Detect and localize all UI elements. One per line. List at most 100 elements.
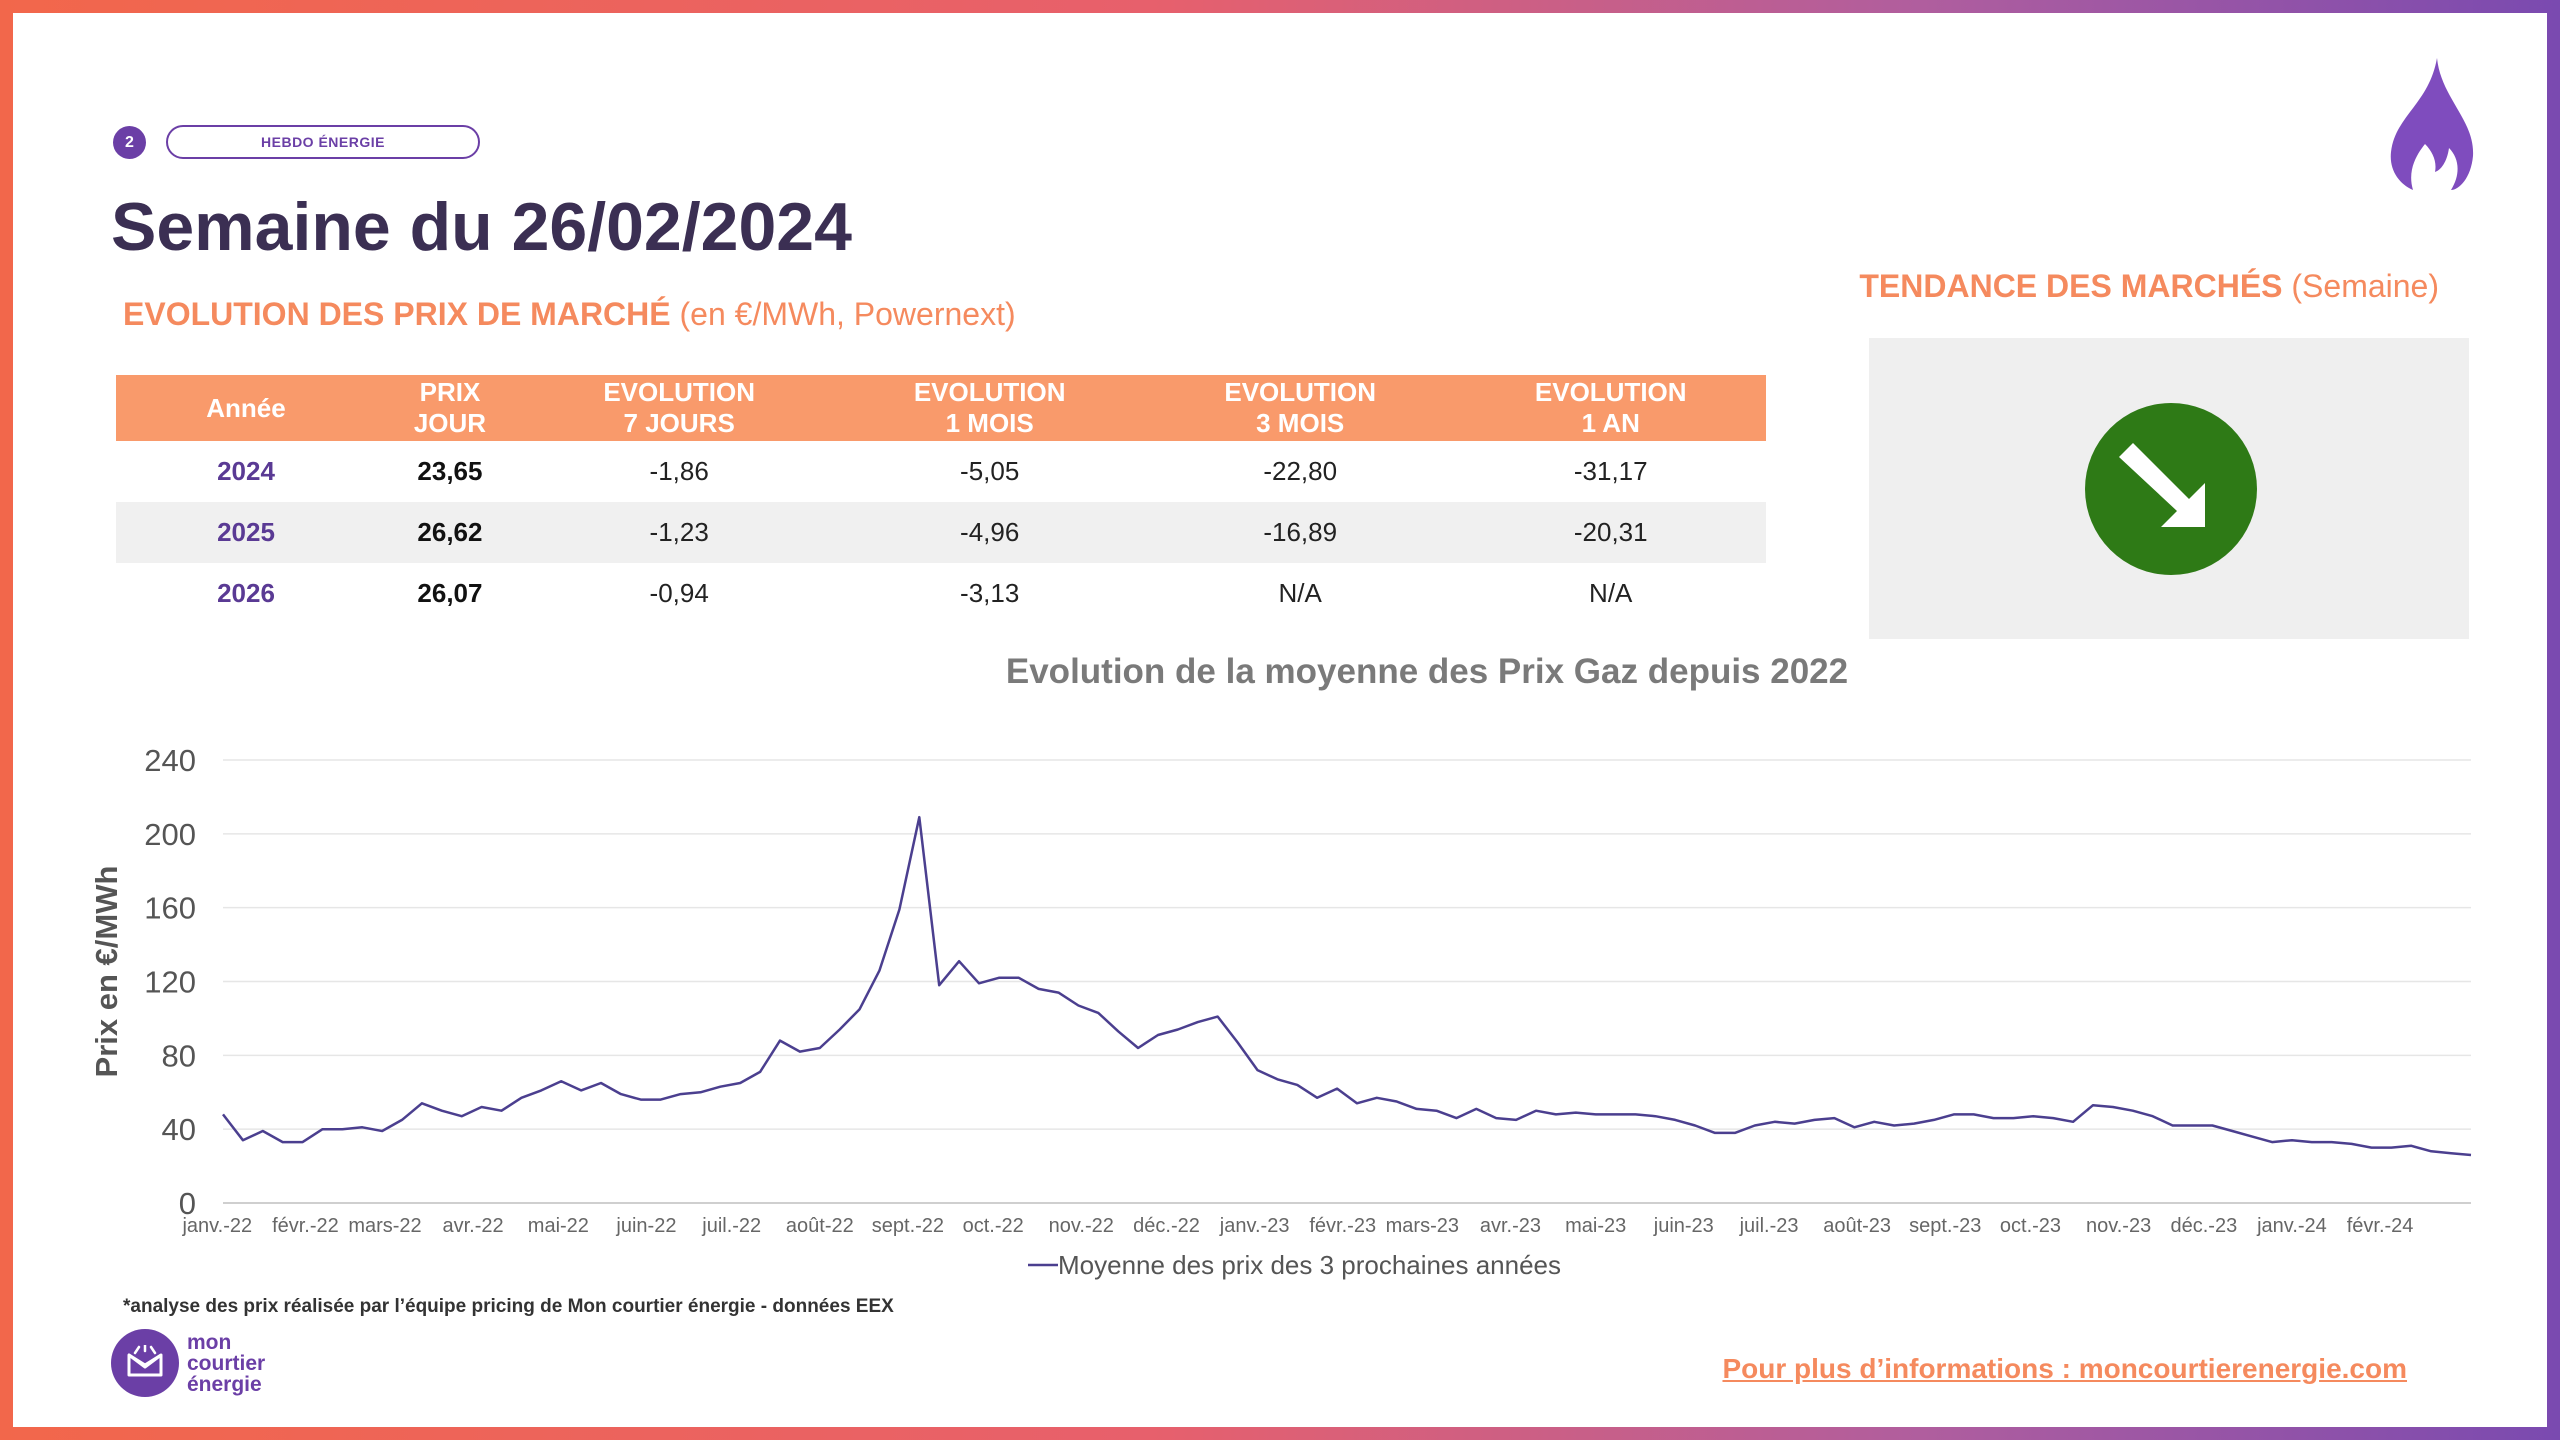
table-row: 2024 23,65 -1,86 -5,05 -22,80 -31,17 xyxy=(116,441,1766,502)
table-header-cell: EVOLUTION 1 AN xyxy=(1455,375,1766,441)
table-header-line: JOUR xyxy=(413,408,487,438)
evolution-cell: -4,96 xyxy=(834,502,1145,563)
x-tick-label: févr.-24 xyxy=(2347,1215,2414,1237)
trend-title-bold: TENDANCE DES MARCHÉS xyxy=(1859,268,2283,304)
table-row: 2026 26,07 -0,94 -3,13 N/A N/A xyxy=(116,563,1766,624)
table-header-row: Année PRIX JOUR EVOLUTION 7 JOURS EVOLUTION 1 … xyxy=(116,375,1766,441)
x-tick-label: mars-22 xyxy=(348,1215,421,1237)
logo-line: courtier xyxy=(187,1351,266,1375)
table-header-cell: EVOLUTION 7 JOURS xyxy=(523,375,835,441)
table-header-line: PRIX xyxy=(419,377,481,407)
evolution-cell: N/A xyxy=(1278,578,1322,608)
y-axis-label: Prix en €/MWh xyxy=(89,866,124,1078)
legend-label: Moyenne des prix des 3 prochaines années xyxy=(1058,1250,1561,1280)
table-header-cell: Année xyxy=(116,375,376,441)
table-header-line: EVOLUTION xyxy=(603,377,755,407)
trend-panel xyxy=(1869,338,2469,639)
page-number-badge: 2 xyxy=(113,126,146,159)
x-tick-label: juin-22 xyxy=(615,1215,676,1237)
series-line xyxy=(222,815,2472,1157)
table-header-line: Année xyxy=(206,392,286,423)
price-table: Année PRIX JOUR EVOLUTION 7 JOURS EVOLUTION 1 … xyxy=(116,375,1766,624)
logo-mark-icon xyxy=(111,1329,179,1397)
evolution-cell: -3,13 xyxy=(960,578,1020,608)
slide: 2 HEBDO ÉNERGIE Semaine du 26/02/2024 EV… xyxy=(13,13,2547,1427)
footnote: *analyse des prix réalisée par l’équipe … xyxy=(123,1296,894,1317)
y-tick-label: 120 xyxy=(144,965,196,1000)
evolution-cell: -1,23 xyxy=(523,502,835,563)
year-cell: 2024 xyxy=(217,456,275,486)
y-tick-label: 240 xyxy=(144,743,196,778)
x-tick-label: mai-22 xyxy=(528,1215,589,1237)
x-tick-label: déc.-23 xyxy=(2170,1215,2237,1237)
evolution-cell: -1,86 xyxy=(649,456,709,486)
x-tick-label: sept.-23 xyxy=(1909,1215,1981,1237)
x-tick-label: févr.-22 xyxy=(272,1215,339,1237)
table-header-line: EVOLUTION xyxy=(1534,377,1687,407)
x-tick-label: avr.-23 xyxy=(1480,1215,1541,1237)
x-tick-label: déc.-22 xyxy=(1133,1215,1200,1237)
table-row: 2025 26,62 -1,23 -4,96 -16,89 -20,31 xyxy=(116,502,1766,563)
page-title: Semaine du 26/02/2024 xyxy=(111,189,852,265)
x-tick-label: janv.-23 xyxy=(1219,1215,1290,1237)
x-tick-label: nov.-22 xyxy=(1049,1215,1114,1237)
table-header-line: 1 MOIS xyxy=(945,408,1034,438)
x-tick-label: août-22 xyxy=(786,1215,854,1237)
trend-title-period: (Semaine) xyxy=(2282,268,2439,304)
year-cell: 2026 xyxy=(217,578,275,608)
y-tick-label: 40 xyxy=(162,1112,196,1147)
x-tick-label: mai-23 xyxy=(1565,1215,1626,1237)
x-tick-label: oct.-23 xyxy=(2000,1215,2061,1237)
evolution-cell: -31,17 xyxy=(1573,456,1648,486)
price-cell: 23,65 xyxy=(417,456,483,486)
market-section-title-bold: EVOLUTION DES PRIX DE MARCHÉ xyxy=(123,296,671,332)
evolution-cell: -16,89 xyxy=(1144,502,1456,563)
price-line-chart: Evolution de la moyenne des Prix Gaz dep… xyxy=(89,653,2472,1280)
table-header-line: 1 AN xyxy=(1581,408,1640,438)
evolution-cell: -0,94 xyxy=(649,578,709,608)
x-tick-label: mars-23 xyxy=(1386,1215,1459,1237)
table-body: 2024 23,65 -1,86 -5,05 -22,80 -31,17 2025 26,62… xyxy=(116,441,1766,624)
x-tick-label: oct.-22 xyxy=(963,1215,1024,1237)
category-tag: HEBDO ÉNERGIE xyxy=(166,125,480,159)
y-tick-label: 0 xyxy=(179,1186,196,1221)
logo-line: mon xyxy=(187,1330,232,1354)
table-header-line: 3 MOIS xyxy=(1256,408,1345,438)
price-cell: 26,62 xyxy=(376,502,524,563)
x-tick-label: août-23 xyxy=(1823,1215,1891,1237)
table-header-cell: EVOLUTION 3 MOIS xyxy=(1144,375,1456,441)
trend-title: TENDANCE DES MARCHÉS (Semaine) xyxy=(1859,268,2439,305)
table-header-cell: PRIX JOUR xyxy=(376,375,524,441)
more-info-link[interactable]: Pour plus d’informations : moncourtieren… xyxy=(1722,1353,2407,1384)
x-tick-label: nov.-23 xyxy=(2086,1215,2151,1237)
logo-line: énergie xyxy=(187,1372,262,1396)
x-tick-label: juin-23 xyxy=(1653,1215,1714,1237)
price-cell: 26,07 xyxy=(417,578,483,608)
x-tick-label: sept.-22 xyxy=(872,1215,944,1237)
flame-icon xyxy=(2390,58,2474,190)
evolution-cell: -22,80 xyxy=(1263,456,1338,486)
chart-title: Evolution de la moyenne des Prix Gaz dep… xyxy=(1006,653,1848,691)
market-section-title: EVOLUTION DES PRIX DE MARCHÉ (en €/MWh, … xyxy=(123,296,1016,333)
evolution-cell: -20,31 xyxy=(1455,502,1766,563)
evolution-cell: -5,05 xyxy=(960,456,1020,486)
y-tick-label: 80 xyxy=(162,1038,196,1073)
table-header-cell: EVOLUTION 1 MOIS xyxy=(834,375,1145,441)
x-tick-label: févr.-23 xyxy=(1309,1215,1376,1237)
y-tick-label: 200 xyxy=(144,817,196,852)
x-tick-label: avr.-22 xyxy=(443,1215,504,1237)
x-tick-label: juil.-23 xyxy=(1739,1215,1799,1237)
brand-logo[interactable]: mon courtier énergie xyxy=(111,1329,265,1397)
y-tick-label: 160 xyxy=(144,891,196,926)
evolution-cell: N/A xyxy=(1589,578,1633,608)
table-header-line: 7 JOURS xyxy=(623,408,735,438)
year-cell: 2025 xyxy=(116,502,376,563)
x-tick-label: juil.-22 xyxy=(701,1215,761,1237)
x-tick-label: janv.-22 xyxy=(181,1215,252,1237)
down-right-arrow-icon xyxy=(2085,403,2257,575)
logo-wordmark: mon courtier énergie xyxy=(187,1332,265,1395)
table-header-line: EVOLUTION xyxy=(1224,377,1377,407)
market-section-title-unit: (en €/MWh, Powernext) xyxy=(670,296,1016,332)
x-tick-label: janv.-24 xyxy=(2256,1215,2327,1237)
table-header-line: EVOLUTION xyxy=(913,377,1066,407)
